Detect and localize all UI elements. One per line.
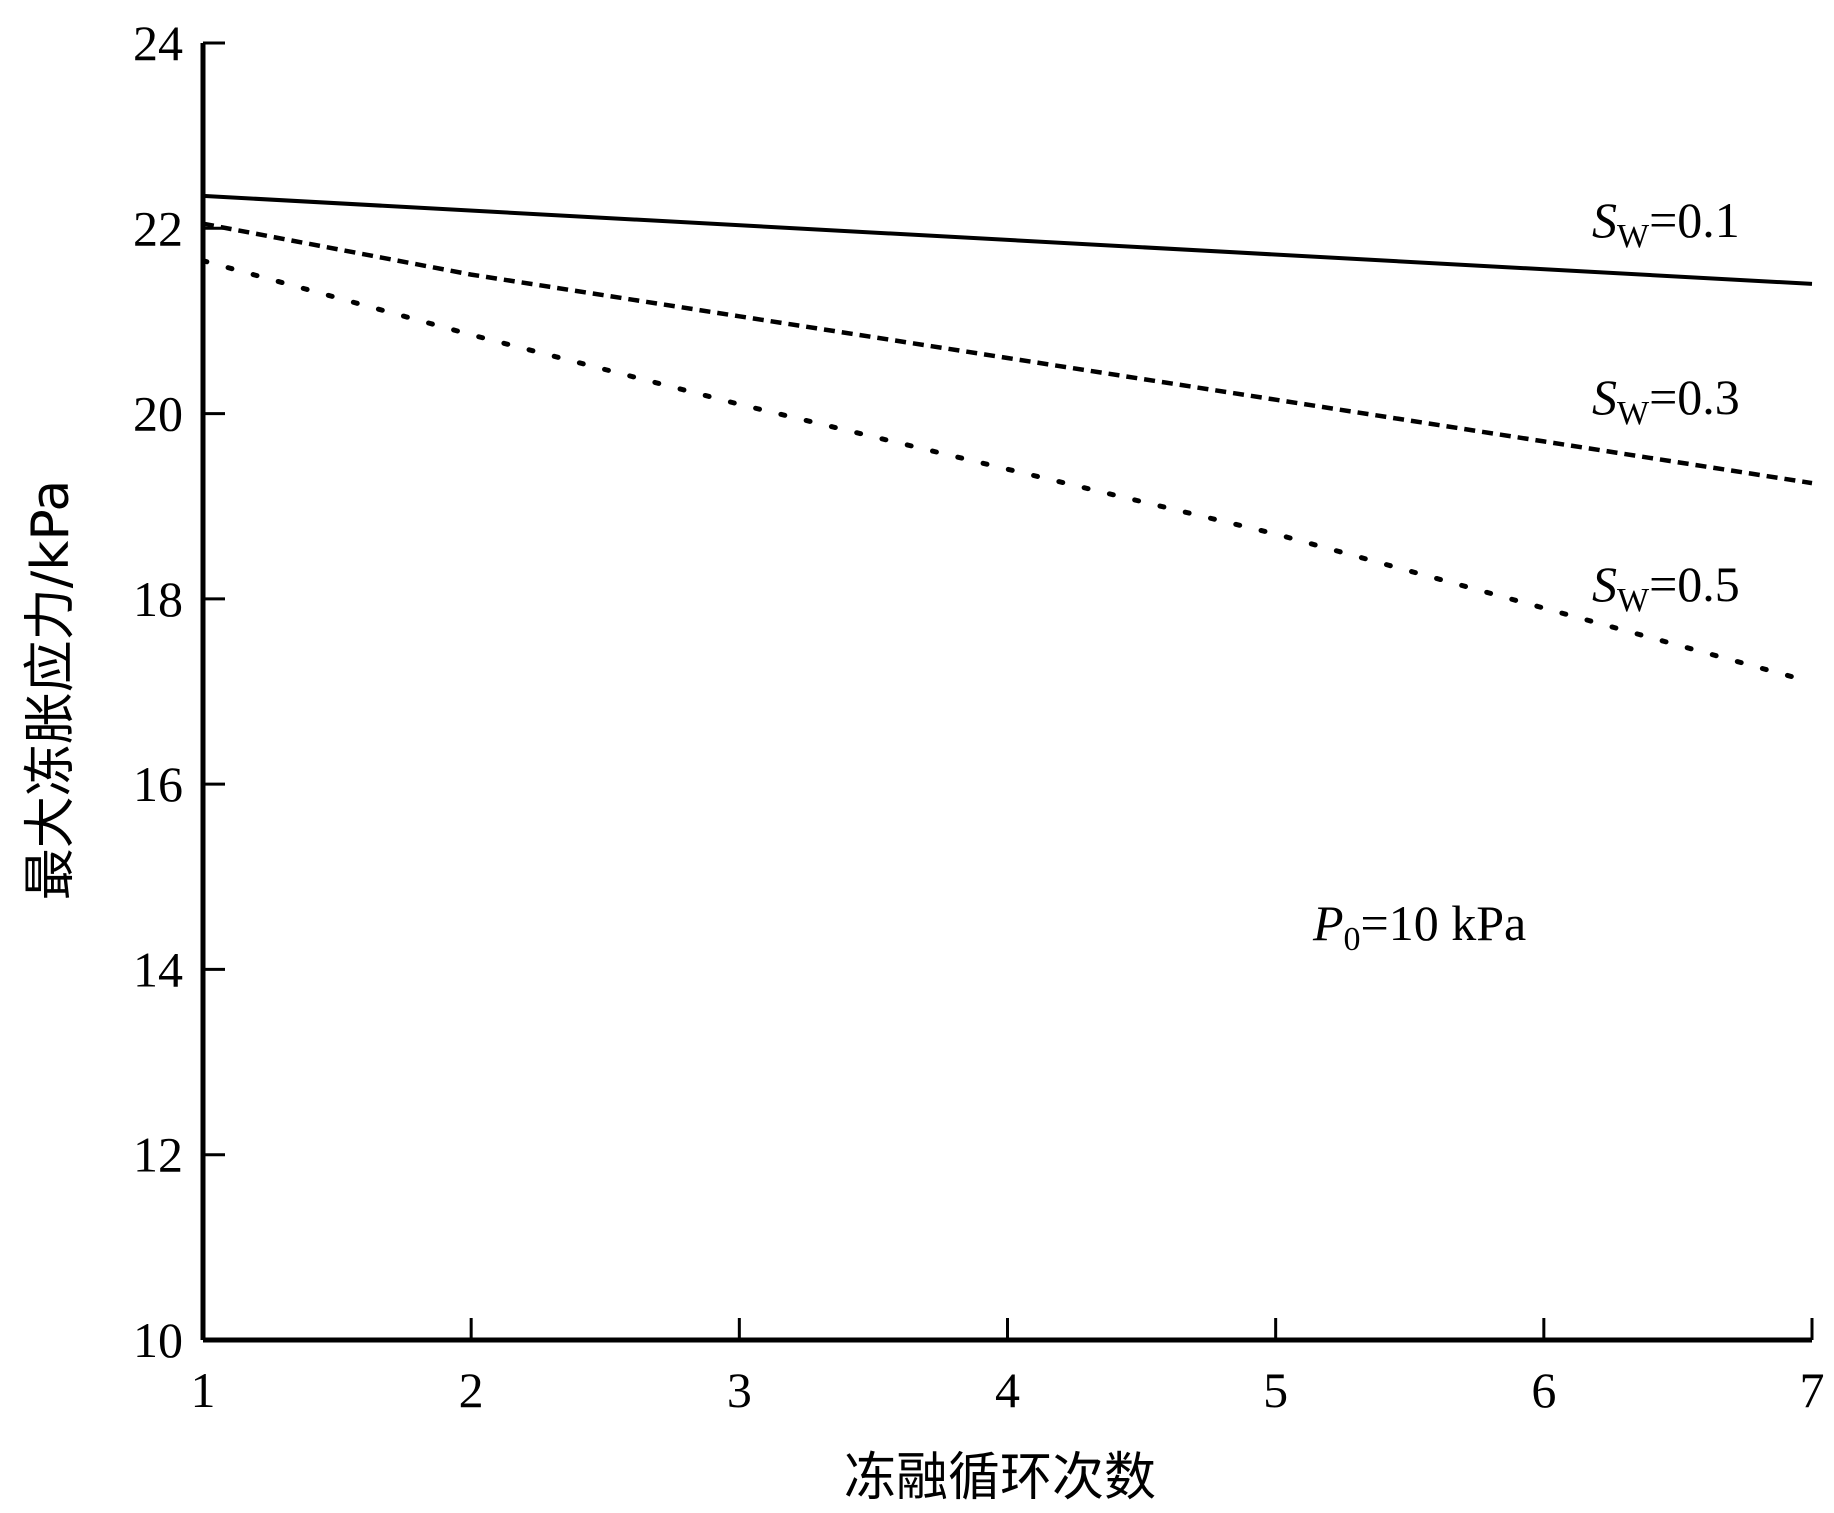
series-label-sub: W xyxy=(1617,395,1650,432)
y-ticks xyxy=(203,41,225,1157)
pressure-annotation-sub: 0 xyxy=(1344,921,1361,958)
y-tick-label: 18 xyxy=(133,571,183,627)
series-label-main: S xyxy=(1592,556,1617,612)
series-line-1 xyxy=(202,193,1813,286)
x-tick-label: 5 xyxy=(1263,1362,1288,1418)
series-label-sub: W xyxy=(1617,218,1650,255)
y-tick-label: 12 xyxy=(133,1127,183,1183)
x-tick-label: 4 xyxy=(995,1362,1020,1418)
series-label-3: SW=0.5 xyxy=(1592,556,1740,619)
x-tick-label: 7 xyxy=(1800,1362,1825,1418)
x-tick-label: 6 xyxy=(1531,1362,1556,1418)
y-tick-label: 14 xyxy=(133,941,183,997)
y-axis-title: 最大冻胀应力/kPa xyxy=(21,480,81,901)
series-label-rest: =0.5 xyxy=(1649,556,1740,612)
x-ticks xyxy=(469,1318,1814,1340)
series-labels: SW=0.1SW=0.3SW=0.5 xyxy=(1592,192,1740,619)
series-label-main: S xyxy=(1592,192,1617,248)
series-label-main: S xyxy=(1592,369,1617,425)
series-label-sub: W xyxy=(1617,582,1650,619)
x-tick-label: 1 xyxy=(191,1362,216,1418)
y-tick-label: 10 xyxy=(133,1312,183,1368)
y-tick-label: 16 xyxy=(133,756,183,812)
series-line-3 xyxy=(200,258,1815,685)
pressure-annotation-rest: =10 kPa xyxy=(1361,895,1527,951)
x-tick-label: 2 xyxy=(459,1362,484,1418)
series-label-2: SW=0.3 xyxy=(1592,369,1740,432)
y-tick-label: 22 xyxy=(133,200,183,256)
y-tick-labels: 10 12 14 16 18 20 22 24 xyxy=(133,15,183,1368)
y-tick-label: 24 xyxy=(133,15,183,71)
series-label-rest: =0.1 xyxy=(1649,192,1740,248)
x-tick-label: 3 xyxy=(727,1362,752,1418)
pressure-annotation-main: P xyxy=(1312,895,1344,951)
plot-lines xyxy=(200,193,1815,685)
series-label-1: SW=0.1 xyxy=(1592,192,1740,255)
x-tick-labels: 1 2 3 4 5 6 7 xyxy=(191,1362,1825,1418)
y-tick-label: 20 xyxy=(133,386,183,442)
series-line-2 xyxy=(202,221,1813,486)
pressure-annotation: P0=10 kPa xyxy=(1312,895,1526,958)
x-axis-title: 冻融循环次数 xyxy=(844,1448,1156,1508)
series-label-rest: =0.3 xyxy=(1649,369,1740,425)
